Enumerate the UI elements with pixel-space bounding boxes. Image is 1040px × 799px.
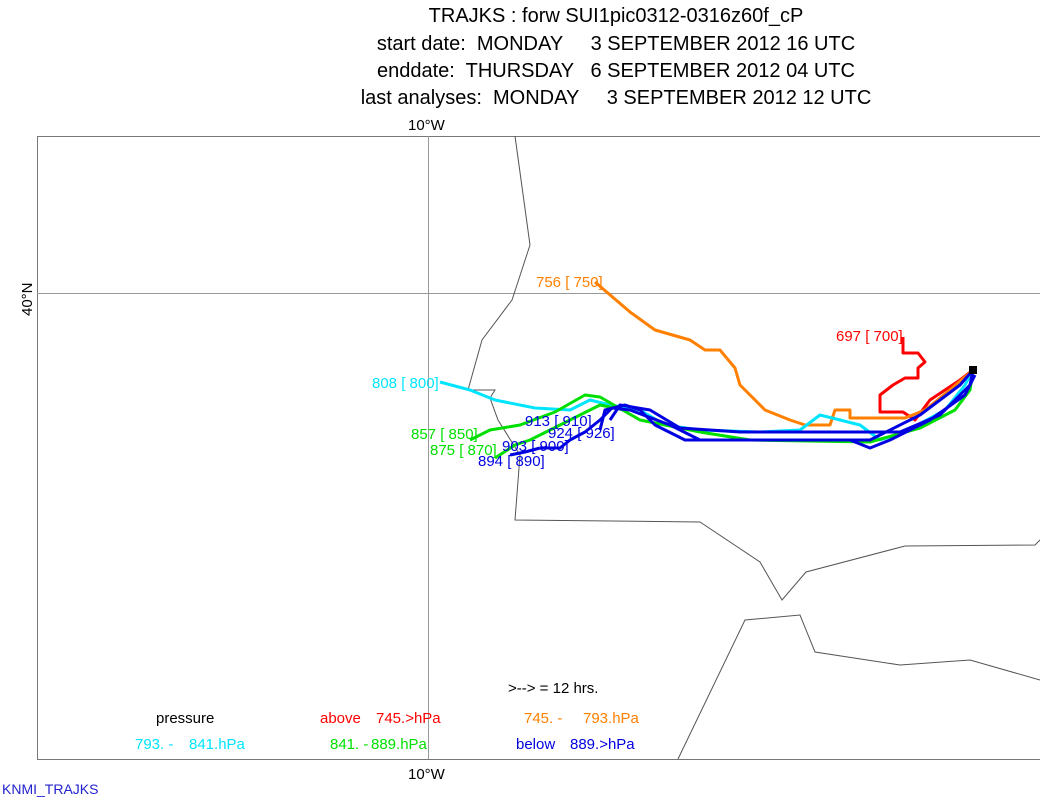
lon-label-top: 10°W	[408, 117, 446, 134]
trajectory-blue-903	[540, 369, 975, 450]
label-857: 857 [ 850]	[411, 426, 478, 443]
label-924: 924 [ 926]	[548, 425, 615, 442]
title-line-1: TRAJKS : forw SUI1pic0312-0316z60f_cP	[428, 5, 804, 27]
legend-green-from: 841. -	[330, 736, 368, 753]
legend-above-word: above	[320, 710, 361, 727]
legend: >--> = 12 hrs. pressure above 745.>hPa 7…	[135, 680, 640, 753]
legend-above-value: 745.>hPa	[376, 710, 441, 727]
start-point-marker	[969, 366, 977, 374]
label-903: 903 [ 900]	[502, 438, 569, 455]
label-913: 913 [ 910]	[525, 413, 592, 430]
legend-orange-to: 793.hPa	[583, 710, 640, 727]
title-line-2: start date: MONDAY 3 SEPTEMBER 2012 16 U…	[376, 33, 856, 55]
label-697: 697 [ 700]	[836, 328, 903, 345]
trajectory-orange	[594, 280, 974, 427]
legend-below-value: 889.>hPa	[570, 736, 635, 753]
label-894: 894 [ 890]	[478, 453, 545, 470]
label-756: 756 [ 750]	[536, 274, 603, 291]
legend-cyan-from: 793. -	[135, 736, 173, 753]
trajectories	[439, 280, 977, 460]
label-808: 808 [ 800]	[372, 375, 439, 392]
trajectory-blue-894	[509, 446, 541, 457]
title-line-4: last analyses: MONDAY 3 SEPTEMBER 2012 1…	[360, 87, 872, 109]
label-875: 875 [ 870]	[430, 442, 497, 459]
legend-green-to: 889.hPa	[371, 736, 428, 753]
lat-label: 40°N	[19, 282, 36, 316]
map-frame	[37, 136, 1040, 760]
legend-arrow-note: >--> = 12 hrs.	[508, 680, 598, 697]
trajectory-green-875	[494, 403, 626, 460]
legend-below-word: below	[516, 736, 555, 753]
legend-orange-from: 745. -	[524, 710, 562, 727]
coastline-iberia-africa	[467, 135, 1040, 601]
coastlines	[467, 135, 1040, 760]
legend-pressure: pressure	[156, 710, 214, 727]
footer-credit: KNMI_TRAJKS	[2, 781, 99, 797]
lon-label-bottom: 10°W	[408, 766, 446, 783]
title-line-3: enddate: THURSDAY 6 SEPTEMBER 2012 04 UT…	[377, 60, 855, 82]
trajectory-red	[878, 337, 974, 422]
legend-cyan-to: 841.hPa	[189, 736, 246, 753]
coastline-south	[677, 614, 1040, 760]
